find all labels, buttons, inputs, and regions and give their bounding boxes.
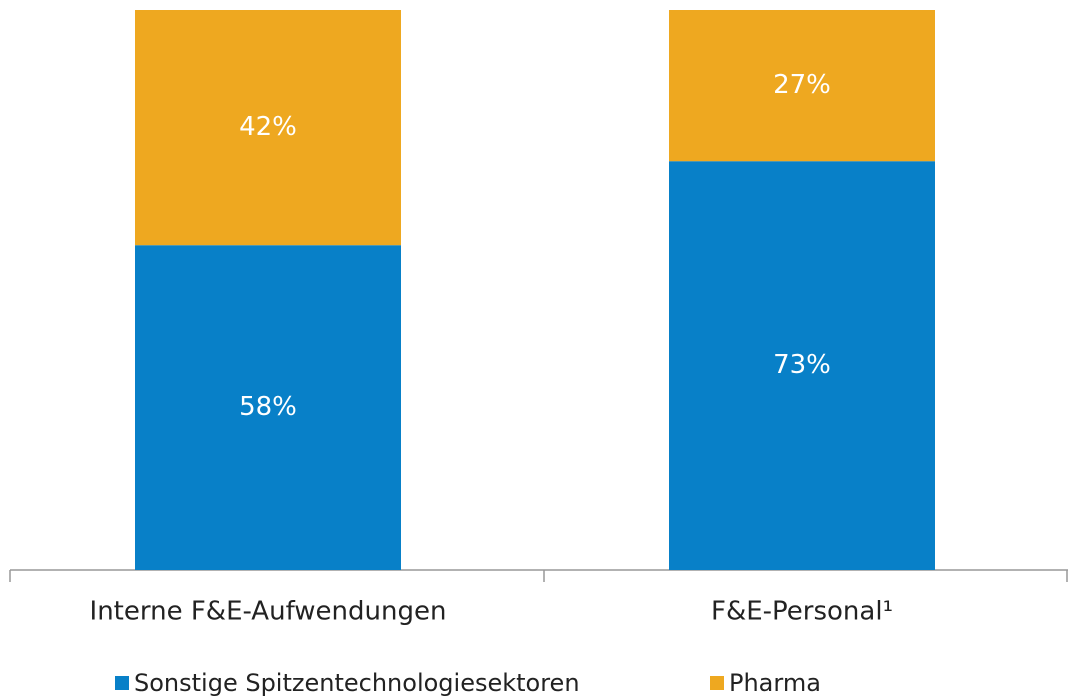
legend-swatch [710,676,724,690]
bar-segment [135,10,401,246]
legend-swatch [115,676,129,690]
bar-segment [669,161,935,570]
legend-label: Pharma [729,669,821,697]
bar-segment [135,245,401,570]
x-tick-label: F&E-Personal¹ [711,597,893,627]
data-label: 73% [773,350,831,380]
legend-label: Sonstige Spitzentechnologiesektoren [134,669,580,697]
data-label: 42% [239,112,297,142]
x-tick-label: Interne F&E-Aufwendungen [90,597,447,627]
data-label: 27% [773,70,831,100]
bar-segment [669,10,935,162]
data-label: 58% [239,392,297,422]
